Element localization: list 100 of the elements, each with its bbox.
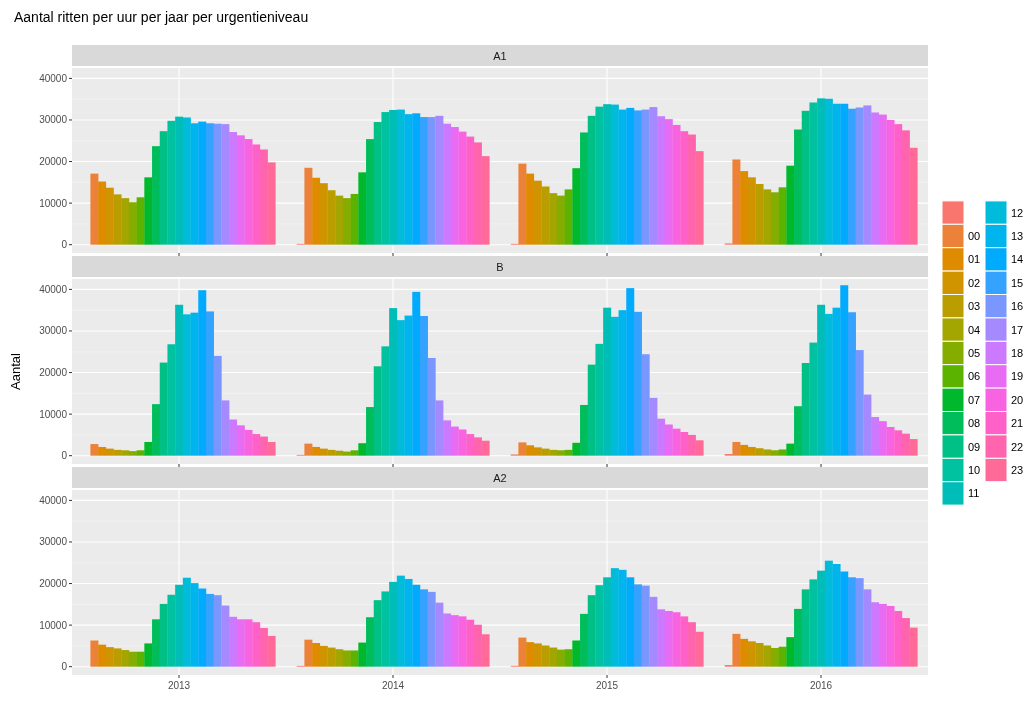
bar bbox=[221, 400, 230, 456]
legend-label: 01 bbox=[968, 253, 981, 266]
x-tick-label: 2015 bbox=[595, 680, 619, 691]
bar bbox=[229, 132, 238, 245]
bar bbox=[213, 355, 222, 456]
bar bbox=[595, 106, 604, 245]
bar bbox=[412, 113, 421, 245]
bar bbox=[175, 584, 184, 667]
bar bbox=[466, 434, 475, 456]
bar bbox=[144, 177, 153, 245]
legend-label: 21 bbox=[1011, 417, 1024, 430]
legend-label: 14 bbox=[1011, 253, 1024, 266]
bar bbox=[740, 444, 749, 456]
bar bbox=[90, 640, 99, 667]
bar bbox=[763, 189, 772, 245]
bar bbox=[763, 449, 772, 456]
bar bbox=[556, 195, 565, 245]
bar bbox=[886, 427, 895, 456]
bar bbox=[435, 400, 444, 456]
bar bbox=[435, 602, 444, 667]
bar bbox=[747, 177, 756, 245]
chart-subtitle: A1 bbox=[493, 49, 507, 62]
bar bbox=[458, 616, 467, 667]
chart-subtitle: A2 bbox=[493, 471, 507, 484]
bar bbox=[128, 202, 137, 245]
bar bbox=[205, 593, 214, 667]
bar bbox=[152, 146, 161, 245]
bar bbox=[358, 642, 367, 667]
bar bbox=[229, 616, 238, 667]
bar bbox=[443, 613, 452, 667]
bar bbox=[252, 622, 261, 667]
bar bbox=[312, 642, 321, 667]
bar bbox=[747, 641, 756, 667]
bar bbox=[412, 291, 421, 456]
bar bbox=[794, 129, 803, 245]
bar bbox=[481, 634, 490, 667]
bar bbox=[244, 139, 253, 245]
bar bbox=[419, 316, 428, 456]
bar bbox=[672, 612, 681, 667]
bar bbox=[687, 434, 696, 456]
bar bbox=[335, 450, 344, 456]
bar bbox=[136, 450, 145, 456]
bar bbox=[909, 627, 918, 667]
bar bbox=[518, 442, 527, 456]
bar bbox=[626, 288, 635, 456]
bar bbox=[381, 346, 390, 456]
bar bbox=[541, 186, 550, 245]
bar bbox=[481, 156, 490, 245]
bar bbox=[672, 124, 681, 245]
bar bbox=[824, 313, 833, 456]
legend-label: 22 bbox=[1011, 440, 1024, 453]
bar bbox=[626, 107, 635, 245]
bar bbox=[840, 571, 849, 667]
bar bbox=[229, 419, 238, 456]
bar bbox=[657, 116, 666, 245]
bar bbox=[473, 624, 482, 667]
bar bbox=[649, 107, 658, 245]
bar bbox=[267, 162, 276, 245]
legend-label: 23 bbox=[1011, 464, 1024, 476]
bar bbox=[221, 124, 230, 245]
x-tick-label: 2013 bbox=[167, 680, 191, 691]
bar bbox=[366, 617, 375, 667]
bar bbox=[342, 198, 351, 245]
legend-label: 15 bbox=[1011, 276, 1024, 289]
bar bbox=[167, 344, 176, 456]
legend-label: 08 bbox=[968, 417, 981, 430]
legend-label: 11 bbox=[968, 487, 980, 500]
bar bbox=[763, 645, 772, 667]
legend-label: 17 bbox=[1011, 323, 1024, 336]
y-tick-label: 10000 bbox=[39, 408, 68, 420]
y-tick-label: 10000 bbox=[39, 619, 68, 631]
bar bbox=[556, 450, 565, 456]
bar bbox=[894, 610, 903, 667]
bar bbox=[909, 147, 918, 245]
bar bbox=[473, 142, 482, 245]
bar bbox=[817, 98, 826, 245]
bar bbox=[350, 650, 359, 667]
bar bbox=[198, 588, 207, 667]
bar bbox=[252, 434, 261, 456]
bar bbox=[657, 418, 666, 456]
bar bbox=[419, 589, 428, 667]
bar bbox=[358, 443, 367, 456]
bar bbox=[312, 177, 321, 245]
bar bbox=[572, 168, 581, 245]
y-tick-label: 0 bbox=[61, 450, 68, 462]
bar bbox=[396, 575, 405, 667]
bar bbox=[358, 172, 367, 245]
chart-subtitle: B bbox=[496, 260, 504, 273]
y-tick-label: 0 bbox=[61, 661, 68, 673]
bar bbox=[755, 448, 764, 456]
y-tick-label: 30000 bbox=[39, 536, 68, 548]
bar bbox=[152, 404, 161, 456]
bar bbox=[871, 417, 880, 456]
bar bbox=[182, 314, 191, 456]
bar bbox=[695, 631, 704, 667]
bar bbox=[778, 449, 787, 456]
x-tick-label: 2014 bbox=[381, 680, 405, 691]
bar bbox=[580, 613, 589, 667]
bar bbox=[98, 446, 107, 456]
bar bbox=[396, 320, 405, 456]
